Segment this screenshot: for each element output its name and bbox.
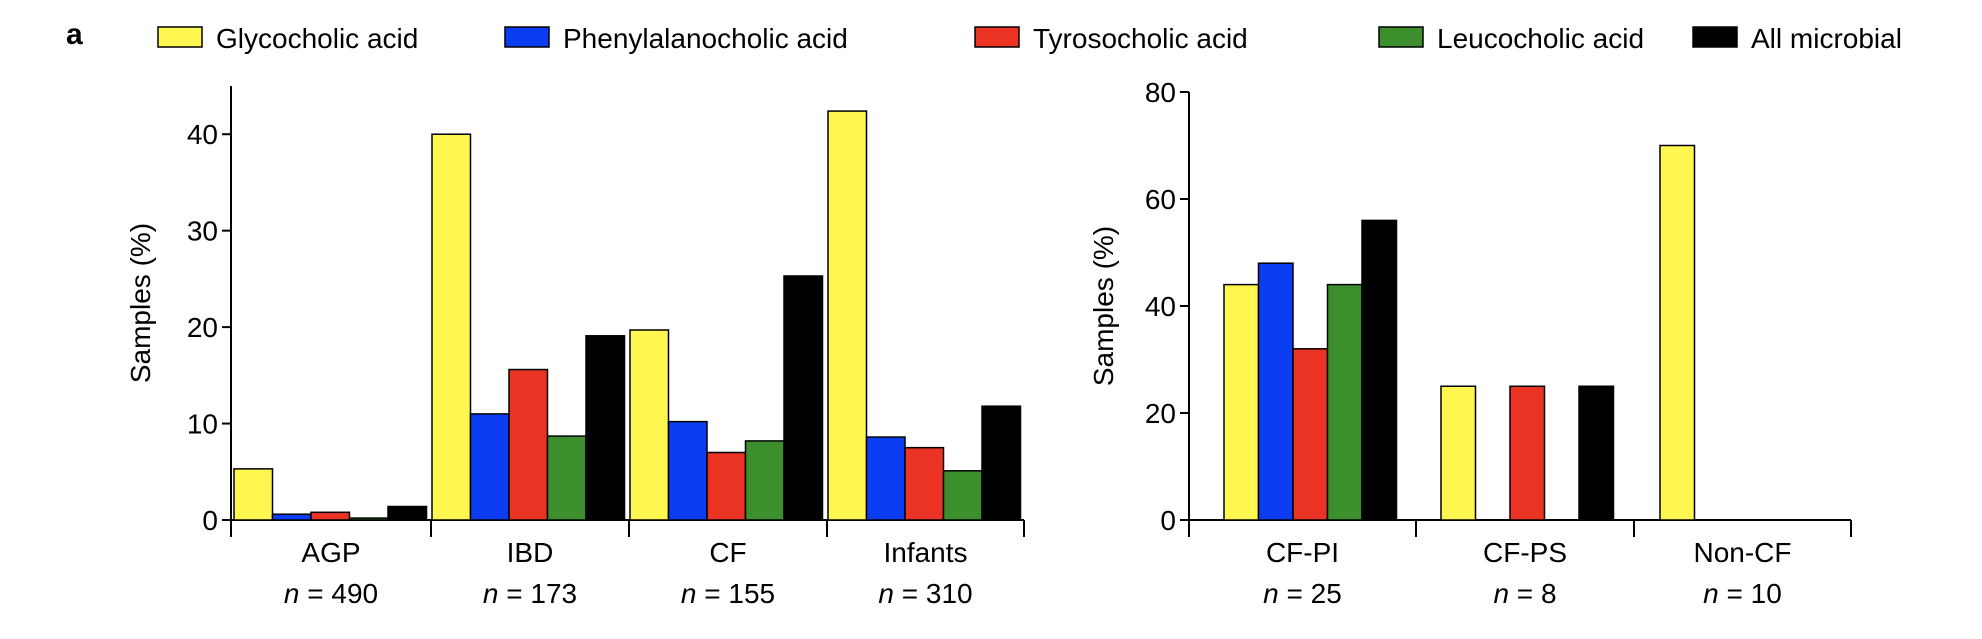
n-value: 173 xyxy=(530,578,577,609)
bar-cf-glycocholic-acid xyxy=(629,329,670,521)
x-sample-size-cf-ps: n = 8 xyxy=(1493,578,1556,609)
n-symbol: n xyxy=(1493,578,1509,609)
y-tick-label: 60 xyxy=(1145,184,1176,215)
bar-cf-leucocholic-acid xyxy=(744,440,785,521)
bar-cf-ps-glycocholic-acid xyxy=(1440,385,1477,521)
n-value: 25 xyxy=(1311,578,1342,609)
n-value: 490 xyxy=(331,578,378,609)
n-value: 310 xyxy=(926,578,973,609)
y-tick-label: 30 xyxy=(187,216,218,247)
y-tick-label: 10 xyxy=(187,409,218,440)
x-tick-label-infants: Infants xyxy=(883,537,967,568)
bar-cf-pi-phenylalanocholic-acid xyxy=(1257,262,1294,521)
bar-non-cf-glycocholic-acid xyxy=(1659,144,1696,521)
n-equals: = xyxy=(299,578,331,609)
bar-infants-leucocholic-acid xyxy=(942,470,983,521)
bar-agp-leucocholic-acid xyxy=(348,517,389,521)
legend-label-all-microbial: All microbial xyxy=(1751,23,1902,54)
x-tick-label-ibd: IBD xyxy=(507,537,554,568)
bar-ibd-all-microbial xyxy=(585,335,626,521)
n-equals: = xyxy=(1279,578,1311,609)
y-tick-label: 40 xyxy=(187,119,218,150)
n-equals: = xyxy=(696,578,728,609)
x-tick-label-cf-pi: CF-PI xyxy=(1266,537,1339,568)
legend: Glycocholic acid Phenylalanocholic acid Ty… xyxy=(157,23,1902,54)
x-sample-size-infants: n = 310 xyxy=(878,578,972,609)
n-value: 10 xyxy=(1751,578,1782,609)
x-tick-label-cf-ps: CF-PS xyxy=(1483,537,1567,568)
bar-ibd-tyrosocholic-acid xyxy=(508,368,549,521)
y-tick-label: 40 xyxy=(1145,291,1176,322)
bar-cf-pi-tyrosocholic-acid xyxy=(1292,348,1329,521)
n-equals: = xyxy=(1509,578,1541,609)
chart-panel-right: 0 20 40 60 80 Samples (%) CF-PI n = 25 CF-PS n = … xyxy=(1088,77,1852,609)
legend-swatch-all-microbial xyxy=(1692,26,1738,48)
bar-agp-glycocholic-acid xyxy=(233,468,274,521)
legend-swatch-glycocholic-acid xyxy=(157,26,203,48)
bar-infants-glycocholic-acid xyxy=(827,110,868,521)
y-tick-label: 0 xyxy=(202,505,218,536)
n-equals: = xyxy=(498,578,530,609)
legend-label-leucocholic-acid: Leucocholic acid xyxy=(1437,23,1644,54)
n-value: 155 xyxy=(728,578,775,609)
bar-infants-tyrosocholic-acid xyxy=(904,446,945,521)
bar-agp-phenylalanocholic-acid xyxy=(271,513,312,521)
bar-infants-phenylalanocholic-acid xyxy=(865,436,906,521)
x-sample-size-ibd: n = 173 xyxy=(483,578,577,609)
bar-ibd-leucocholic-acid xyxy=(546,435,587,521)
x-tick-label-non-cf: Non-CF xyxy=(1693,537,1791,568)
bar-cf-pi-leucocholic-acid xyxy=(1326,283,1363,521)
bar-ibd-glycocholic-acid xyxy=(431,133,472,521)
y-tick-label: 80 xyxy=(1145,77,1176,108)
bar-cf-tyrosocholic-acid xyxy=(706,451,747,521)
y-tick-label: 20 xyxy=(1145,398,1176,429)
n-symbol: n xyxy=(681,578,697,609)
y-tick-label: 0 xyxy=(1160,505,1176,536)
n-symbol: n xyxy=(284,578,300,609)
legend-swatch-leucocholic-acid xyxy=(1378,26,1424,48)
y-axis-label: Samples (%) xyxy=(1088,226,1119,386)
n-value: 8 xyxy=(1541,578,1557,609)
bar-agp-all-microbial xyxy=(387,505,428,521)
bar-infants-all-microbial xyxy=(981,405,1022,521)
legend-label-tyrosocholic-acid: Tyrosocholic acid xyxy=(1033,23,1248,54)
x-sample-size-cf-pi: n = 25 xyxy=(1263,578,1342,609)
x-sample-size-agp: n = 490 xyxy=(284,578,378,609)
bar-cf-pi-all-microbial xyxy=(1361,219,1398,521)
bar-cf-ps-all-microbial xyxy=(1578,385,1615,521)
bar-ibd-phenylalanocholic-acid xyxy=(469,413,510,521)
n-symbol: n xyxy=(1703,578,1719,609)
bar-cf-pi-glycocholic-acid xyxy=(1223,283,1260,521)
x-tick-label-cf: CF xyxy=(709,537,746,568)
legend-label-glycocholic-acid: Glycocholic acid xyxy=(216,23,418,54)
bar-cf-phenylalanocholic-acid xyxy=(667,420,708,521)
bar-cf-ps-tyrosocholic-acid xyxy=(1509,385,1546,521)
bar-cf-all-microbial xyxy=(783,275,824,521)
n-symbol: n xyxy=(483,578,499,609)
n-equals: = xyxy=(894,578,926,609)
legend-swatch-tyrosocholic-acid xyxy=(974,26,1020,48)
x-sample-size-non-cf: n = 10 xyxy=(1703,578,1782,609)
legend-swatch-phenylalanocholic-acid xyxy=(504,26,550,48)
n-symbol: n xyxy=(1263,578,1279,609)
n-equals: = xyxy=(1719,578,1751,609)
y-tick-label: 20 xyxy=(187,312,218,343)
n-symbol: n xyxy=(878,578,894,609)
legend-label-phenylalanocholic-acid: Phenylalanocholic acid xyxy=(563,23,848,54)
x-sample-size-cf: n = 155 xyxy=(681,578,775,609)
x-tick-label-agp: AGP xyxy=(301,537,360,568)
panel-label: a xyxy=(66,18,83,51)
bar-agp-tyrosocholic-acid xyxy=(310,511,351,521)
y-axis-label: Samples (%) xyxy=(125,223,156,383)
